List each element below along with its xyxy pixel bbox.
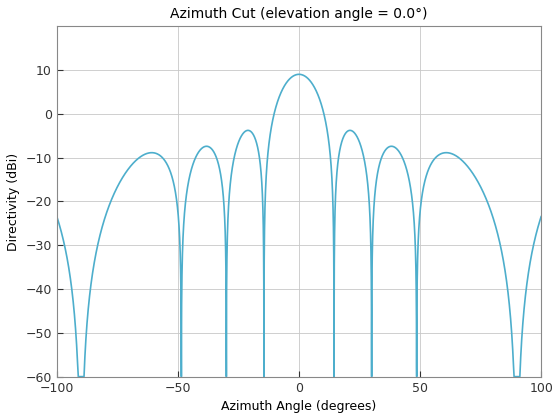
Y-axis label: Directivity (dBi): Directivity (dBi): [7, 152, 20, 250]
77.975 GHz: [86, 291, 93, 297]
X-axis label: Azimuth Angle (degrees): Azimuth Angle (degrees): [221, 400, 377, 413]
77.975 GHz: [170, 179, 177, 184]
77.975 GHz: [316, 97, 323, 102]
77.975 GHz: [345, 128, 352, 133]
Title: Azimuth Cut (elevation angle = 0.0°): Azimuth Cut (elevation angle = 0.0°): [170, 7, 428, 21]
77.975 GHz: [296, 72, 302, 77]
77.975 GHz: [239, 132, 246, 137]
77.975 GHz: [75, 374, 82, 379]
77.975 GHz: [54, 214, 60, 219]
Line: 77.975 GHz: 77.975 GHz: [57, 74, 541, 377]
77.975 GHz: [538, 214, 544, 219]
77.975 GHz: [413, 292, 419, 297]
